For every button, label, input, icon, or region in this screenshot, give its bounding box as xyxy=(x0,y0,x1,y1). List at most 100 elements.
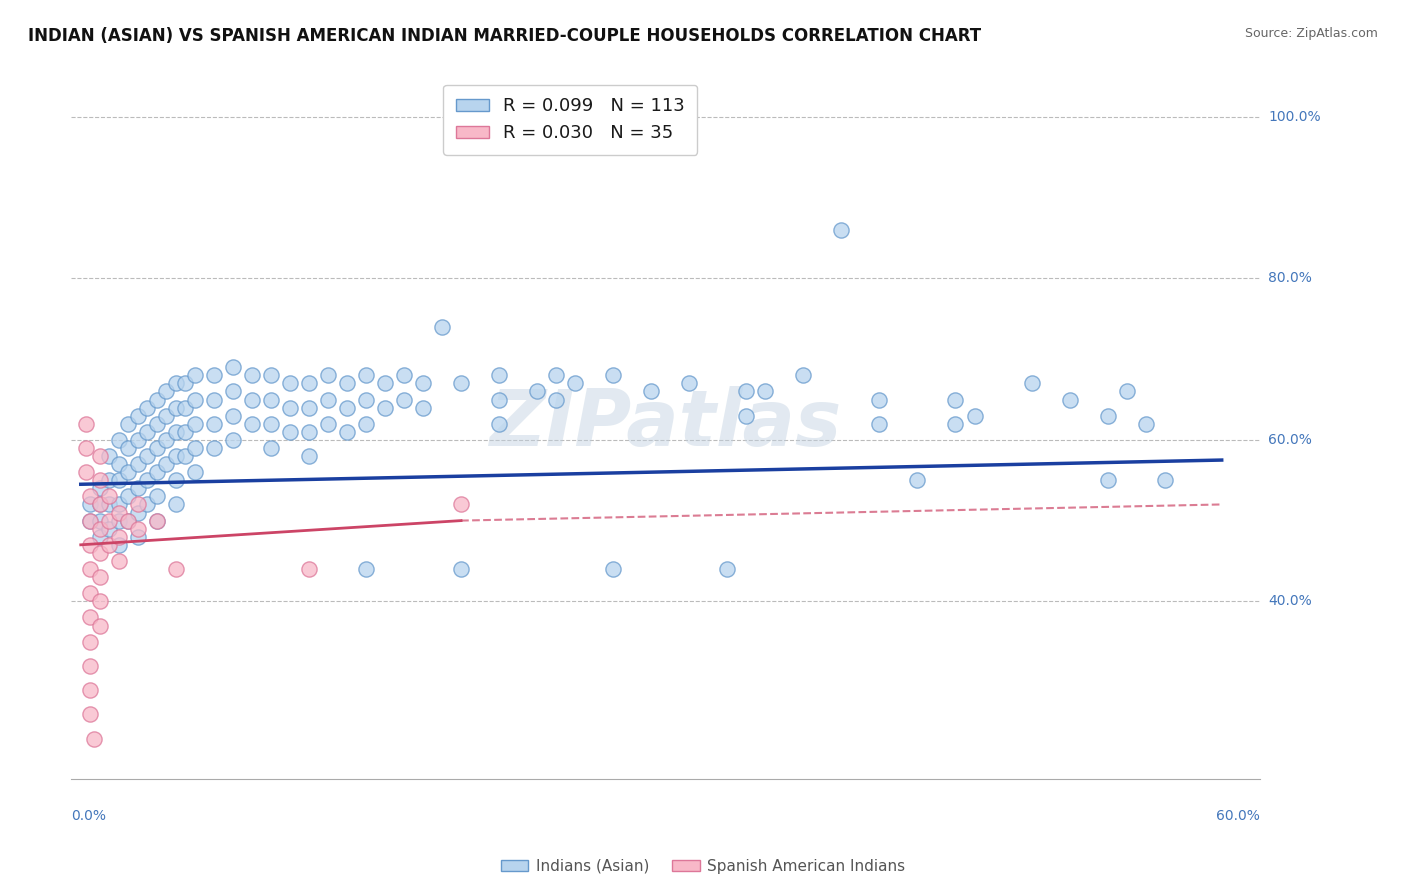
Point xyxy=(98,538,121,552)
Point xyxy=(89,618,111,632)
Point xyxy=(117,514,139,528)
Point xyxy=(107,498,129,512)
Point xyxy=(184,368,207,383)
Point xyxy=(146,489,169,503)
Point xyxy=(75,465,97,479)
Point xyxy=(155,409,177,423)
Point xyxy=(278,425,301,439)
Point xyxy=(79,634,101,648)
Text: 60.0%: 60.0% xyxy=(1268,433,1312,447)
Point xyxy=(98,473,121,487)
Point xyxy=(716,562,738,576)
Point xyxy=(89,449,111,463)
Point xyxy=(89,594,111,608)
Point xyxy=(89,546,111,560)
Point xyxy=(165,376,187,391)
Point xyxy=(240,417,263,431)
Point xyxy=(79,489,101,503)
Point xyxy=(136,449,159,463)
Point xyxy=(298,401,321,415)
Point xyxy=(202,417,225,431)
Point xyxy=(430,319,453,334)
Point xyxy=(830,223,852,237)
Point xyxy=(165,473,187,487)
Point xyxy=(260,368,283,383)
Point xyxy=(146,514,169,528)
Point xyxy=(127,522,149,536)
Point xyxy=(89,481,111,495)
Point xyxy=(107,514,129,528)
Point xyxy=(184,465,207,479)
Point xyxy=(174,449,197,463)
Point xyxy=(155,457,177,471)
Point xyxy=(98,522,121,536)
Point xyxy=(392,368,415,383)
Point xyxy=(546,392,568,407)
Point xyxy=(136,498,159,512)
Point xyxy=(640,384,662,399)
Point xyxy=(79,538,101,552)
Text: 100.0%: 100.0% xyxy=(1268,110,1320,124)
Point xyxy=(127,498,149,512)
Point xyxy=(127,409,149,423)
Point xyxy=(107,473,129,487)
Point xyxy=(354,417,377,431)
Point xyxy=(222,384,245,399)
Point xyxy=(79,610,101,624)
Text: 80.0%: 80.0% xyxy=(1268,271,1312,285)
Point xyxy=(260,441,283,455)
Point xyxy=(89,498,111,512)
Point xyxy=(165,425,187,439)
Point xyxy=(298,376,321,391)
Legend: Indians (Asian), Spanish American Indians: Indians (Asian), Spanish American Indian… xyxy=(495,853,911,880)
Point xyxy=(222,409,245,423)
Point xyxy=(98,489,121,503)
Text: ZIPatlas: ZIPatlas xyxy=(489,385,842,462)
Point xyxy=(127,433,149,447)
Point xyxy=(89,473,111,487)
Point xyxy=(336,376,359,391)
Point xyxy=(146,392,169,407)
Point xyxy=(107,530,129,544)
Point xyxy=(79,514,101,528)
Point xyxy=(868,417,890,431)
Point xyxy=(602,562,624,576)
Point xyxy=(412,376,434,391)
Point xyxy=(127,481,149,495)
Point xyxy=(98,449,121,463)
Point xyxy=(1097,473,1119,487)
Point xyxy=(107,457,129,471)
Point xyxy=(1135,417,1157,431)
Point xyxy=(240,392,263,407)
Point xyxy=(602,368,624,383)
Point xyxy=(202,441,225,455)
Point xyxy=(450,376,472,391)
Point xyxy=(1059,392,1081,407)
Point xyxy=(83,731,105,746)
Point xyxy=(117,489,139,503)
Point xyxy=(354,368,377,383)
Point xyxy=(184,417,207,431)
Point xyxy=(278,401,301,415)
Point xyxy=(488,368,510,383)
Point xyxy=(678,376,700,391)
Point xyxy=(165,562,187,576)
Point xyxy=(136,473,159,487)
Point xyxy=(945,392,967,407)
Point xyxy=(735,384,758,399)
Point xyxy=(412,401,434,415)
Point xyxy=(75,441,97,455)
Point xyxy=(79,586,101,600)
Point xyxy=(174,425,197,439)
Point xyxy=(174,376,197,391)
Point xyxy=(136,401,159,415)
Text: INDIAN (ASIAN) VS SPANISH AMERICAN INDIAN MARRIED-COUPLE HOUSEHOLDS CORRELATION : INDIAN (ASIAN) VS SPANISH AMERICAN INDIA… xyxy=(28,27,981,45)
Point xyxy=(298,425,321,439)
Point xyxy=(79,659,101,673)
Point xyxy=(107,506,129,520)
Point xyxy=(336,401,359,415)
Point xyxy=(89,514,111,528)
Point xyxy=(89,570,111,584)
Text: 0.0%: 0.0% xyxy=(72,809,107,823)
Point xyxy=(155,384,177,399)
